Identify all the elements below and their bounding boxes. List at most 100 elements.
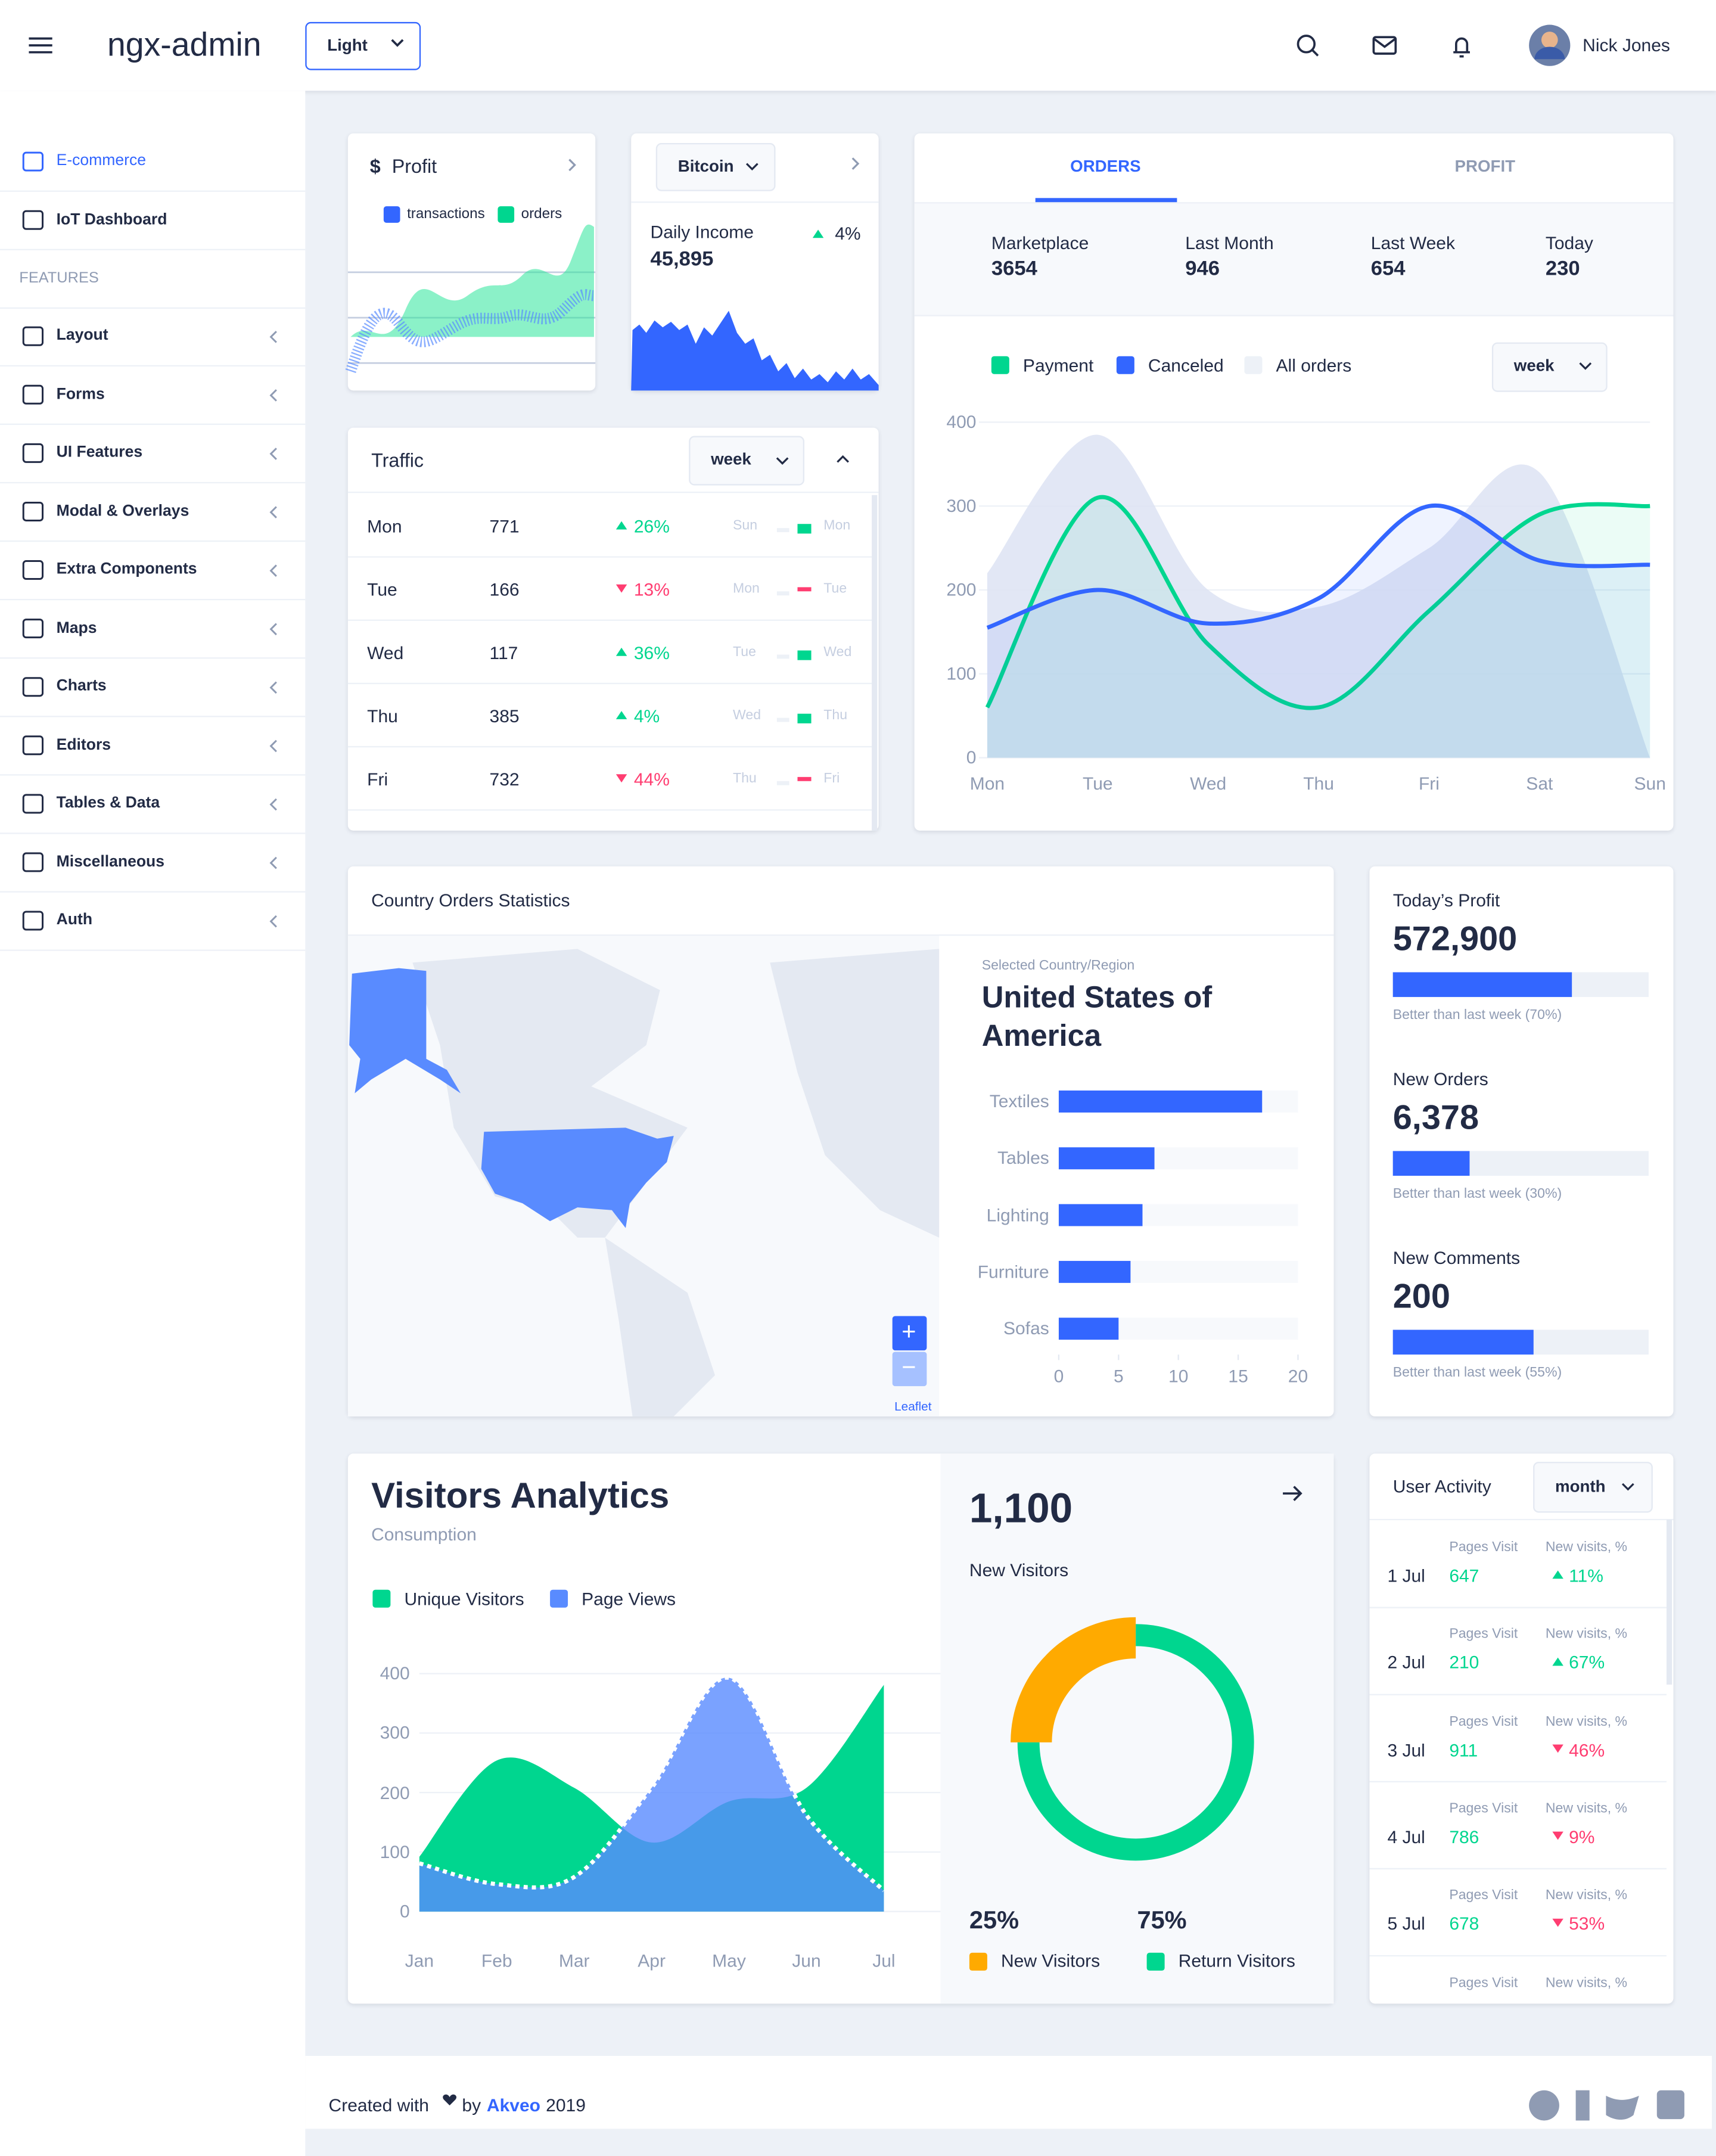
arrow[interactable] [1283,1486,1302,1502]
legend-label: New Visitors [1001,1950,1101,1971]
label: Daily Income [650,222,754,243]
x-tick-label: Mon [969,773,1005,794]
menu-item[interactable]: IoT Dashboard [56,211,167,228]
summary-label: Last Month [1185,232,1274,254]
legend-swatch [550,1589,568,1608]
value: 117 [489,642,518,663]
current-day: Mon [823,518,851,534]
stat-title: Today’s Profit [1392,890,1500,911]
mail-icon[interactable] [1372,36,1397,55]
summary-label: Today [1545,232,1593,254]
menu-item[interactable]: Editors [56,737,111,753]
area [987,434,1650,758]
trend-up [812,229,824,238]
pie-value-label: 75% [1137,1906,1187,1934]
trend-up [615,647,627,656]
github[interactable] [1529,2090,1559,2121]
menu-item[interactable]: Layout [56,327,108,344]
menu-icon [22,677,44,697]
search-icon[interactable] [1297,35,1316,54]
mini-bar [797,713,812,723]
bitcoin-select[interactable] [655,143,776,191]
trend-down [1552,1918,1563,1927]
value: 385 [489,706,520,726]
theme-select[interactable] [305,21,421,70]
menu-item[interactable]: Extra Components [56,561,197,578]
column-label: Pages Visit [1449,1976,1518,1992]
x-tick-label: 5 [1113,1366,1124,1387]
stat-value: 6,378 [1392,1098,1479,1138]
menu-item[interactable]: Tables & Data [56,795,160,812]
header-icons [29,35,1470,58]
current-day: Wed [823,645,852,660]
menu-item[interactable]: UI Features [56,444,143,461]
menu-item[interactable]: Charts [56,678,107,695]
chevron [745,163,758,171]
visitors-count: 1,100 [969,1486,1073,1532]
day: Mon [367,515,402,537]
menu-icon[interactable] [29,37,52,54]
x-tick-label: Fri [1418,773,1440,794]
mini-bar [797,650,812,660]
summary-value: 946 [1185,257,1220,281]
stats-card [1369,866,1674,1416]
traffic-select[interactable] [689,436,805,486]
summary-value: 654 [1370,257,1406,281]
chevron [269,623,277,636]
x-tick-label: Jul [872,1950,896,1971]
y-tick-label: 100 [380,1841,410,1862]
tab-underline [1035,198,1177,203]
value: 771 [489,515,520,537]
twitter[interactable] [1606,2095,1639,2120]
chevron [269,681,277,694]
trend-up [615,711,627,719]
trend-down [615,584,627,593]
menu-item[interactable]: Miscellaneous [56,853,165,870]
column-label: Pages Visit [1449,1627,1518,1643]
linkedin[interactable] [1656,2090,1684,2120]
chevron [269,856,277,869]
column-label: New visits, % [1545,1976,1628,1992]
mini-bar [797,524,812,534]
legend-label: Unique Visitors [404,1588,524,1610]
map-alaska [349,968,461,1093]
orders-select[interactable] [1491,342,1608,392]
column-label: New visits, % [1545,1714,1628,1730]
card-title: User Activity [1392,1475,1491,1497]
stat-note: Better than last week (70%) [1392,1008,1562,1023]
menu-item[interactable]: Maps [56,619,97,636]
bell-icon[interactable] [1453,37,1470,58]
activity-select[interactable] [1533,1462,1653,1513]
card-title: Visitors Analytics [371,1474,670,1517]
change: 44% [633,769,670,790]
trend-down [615,774,627,783]
select-label: week [711,449,751,469]
footer-link[interactable]: Akveo [486,2095,540,2115]
menu-item[interactable]: E-commerce [56,153,147,170]
change: 4% [835,223,861,244]
tab[interactable]: ORDERS [1070,156,1141,176]
facebook[interactable] [1575,2090,1590,2121]
legend-swatch [383,206,400,223]
menu-item[interactable]: Forms [56,386,105,403]
previous-day: Sun [733,518,758,534]
donut-segment [1017,1624,1254,1861]
chevron [776,457,789,465]
menu-item[interactable]: Modal & Overlays [56,502,189,520]
mini-bar [776,591,789,596]
mini-bar [776,781,789,785]
activity-card [1369,1453,1674,2004]
menu-item[interactable]: Auth [56,912,93,928]
tab[interactable]: PROFIT [1454,156,1516,176]
theme-select-label: Light [327,35,368,55]
x-tick-label: Sat [1526,773,1553,794]
stat-note: Better than last week (30%) [1392,1186,1562,1202]
chevron [269,740,277,753]
chevron [269,506,277,518]
x-tick-label: Mar [558,1950,590,1971]
x-tick-label: Apr [638,1950,666,1971]
zoom-out[interactable] [892,1352,927,1387]
column-label: Pages Visit [1449,1801,1518,1817]
area [987,505,1650,758]
zoom-in[interactable] [892,1316,927,1351]
